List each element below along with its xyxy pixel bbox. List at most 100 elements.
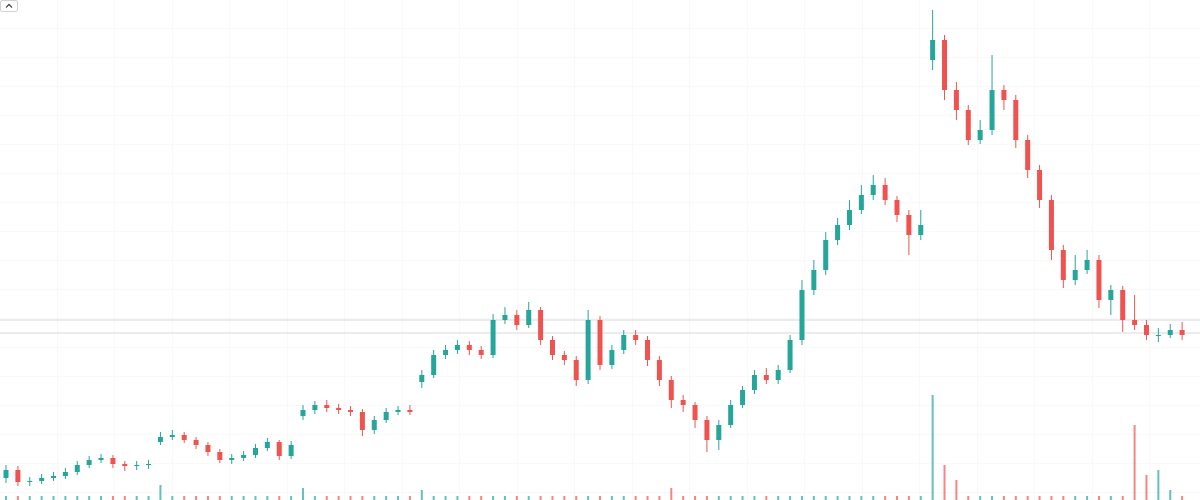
candle-body bbox=[573, 360, 579, 380]
volume-bar bbox=[634, 496, 637, 500]
volume-bar bbox=[1133, 425, 1136, 500]
volume-bar bbox=[337, 496, 340, 500]
candle-body bbox=[134, 465, 140, 466]
candle-body bbox=[1108, 290, 1114, 300]
candle-body bbox=[1025, 140, 1031, 170]
candle-body bbox=[835, 225, 841, 240]
candle-body bbox=[811, 270, 817, 290]
candle-body bbox=[419, 375, 425, 382]
volume-bar bbox=[800, 496, 803, 500]
candle-body bbox=[3, 470, 9, 478]
volume-bar bbox=[848, 496, 851, 500]
volume-bar bbox=[896, 496, 898, 500]
volume-bar bbox=[325, 496, 328, 500]
volume-bar bbox=[456, 496, 459, 500]
volume-bar bbox=[100, 496, 103, 500]
volume-bar bbox=[694, 496, 697, 500]
candle-body bbox=[276, 442, 282, 456]
candle-body bbox=[716, 425, 722, 440]
candle-body bbox=[407, 410, 413, 412]
candle-body bbox=[918, 225, 924, 235]
volume-bar bbox=[290, 496, 293, 500]
candle-body bbox=[549, 340, 555, 355]
volume-bar bbox=[64, 496, 67, 500]
candle-body bbox=[110, 458, 116, 464]
candle-body bbox=[728, 405, 734, 425]
candle-body bbox=[538, 310, 544, 340]
candle-body bbox=[383, 412, 389, 420]
volume-bar bbox=[1026, 496, 1029, 500]
volume-bar bbox=[551, 496, 554, 500]
volume-bar bbox=[717, 496, 720, 500]
volume-bar bbox=[397, 496, 400, 500]
candle-body bbox=[264, 442, 270, 448]
candle-body bbox=[466, 345, 472, 350]
candle-body bbox=[953, 90, 959, 110]
volume-bar bbox=[1062, 496, 1065, 500]
volume-bar bbox=[979, 496, 982, 500]
volume-bar bbox=[76, 496, 79, 500]
candle-body bbox=[882, 185, 888, 200]
candle-body bbox=[348, 410, 354, 412]
candle-body bbox=[977, 130, 983, 140]
candle-body bbox=[775, 370, 781, 380]
volume-bar bbox=[872, 496, 875, 500]
candle-body bbox=[1060, 250, 1066, 280]
volume-bar bbox=[349, 496, 352, 500]
volume-bar bbox=[943, 465, 946, 500]
volume-bar bbox=[1038, 496, 1041, 500]
candle-body bbox=[122, 464, 128, 466]
volume-bar bbox=[931, 395, 934, 500]
candle-body bbox=[906, 215, 912, 235]
candle-body bbox=[668, 380, 674, 400]
volume-bar bbox=[1074, 496, 1077, 500]
candle-body bbox=[359, 412, 365, 430]
volume-bar bbox=[991, 496, 994, 500]
volume-bar bbox=[218, 496, 221, 500]
candle-body bbox=[763, 375, 769, 380]
candle-body bbox=[146, 464, 152, 465]
volume-bar bbox=[432, 496, 435, 500]
candle-body bbox=[1013, 100, 1019, 140]
volume-bar bbox=[622, 496, 625, 500]
candle-body bbox=[1072, 270, 1078, 280]
volume-bar bbox=[242, 496, 245, 500]
volume-bar bbox=[670, 488, 673, 500]
volume-bar bbox=[420, 490, 423, 500]
volume-bar bbox=[646, 496, 649, 500]
candle-body bbox=[965, 110, 971, 140]
volume-bar bbox=[313, 496, 316, 500]
volume-bar bbox=[230, 496, 233, 500]
candle-body bbox=[62, 472, 68, 476]
volume-bar bbox=[907, 496, 910, 500]
candle-body bbox=[680, 400, 686, 405]
volume-bar bbox=[1097, 496, 1100, 500]
volume-bar bbox=[52, 496, 55, 500]
volume-bar bbox=[599, 496, 601, 500]
candle-body bbox=[799, 290, 805, 340]
volume-bar bbox=[16, 496, 19, 500]
volume-bar bbox=[563, 496, 566, 500]
volume-bar bbox=[884, 496, 887, 500]
candle-body bbox=[1143, 325, 1149, 335]
volume-bar bbox=[385, 496, 388, 500]
volume-bar bbox=[658, 496, 661, 500]
candle-body bbox=[846, 210, 852, 225]
candle-body bbox=[217, 452, 223, 460]
volume-bar bbox=[955, 480, 958, 500]
volume-bar bbox=[302, 488, 304, 500]
candle-body bbox=[621, 335, 627, 350]
volume-bar bbox=[147, 496, 150, 500]
candle-body bbox=[1096, 260, 1102, 300]
volume-bar bbox=[183, 496, 186, 500]
candle-body bbox=[157, 437, 163, 442]
volume-bar bbox=[1109, 496, 1112, 500]
candle-body bbox=[704, 420, 710, 440]
candle-body bbox=[27, 481, 33, 482]
volume-bar bbox=[860, 496, 863, 500]
candle-body bbox=[1048, 200, 1054, 250]
candle-body bbox=[229, 458, 235, 460]
collapse-button[interactable] bbox=[0, 0, 18, 12]
